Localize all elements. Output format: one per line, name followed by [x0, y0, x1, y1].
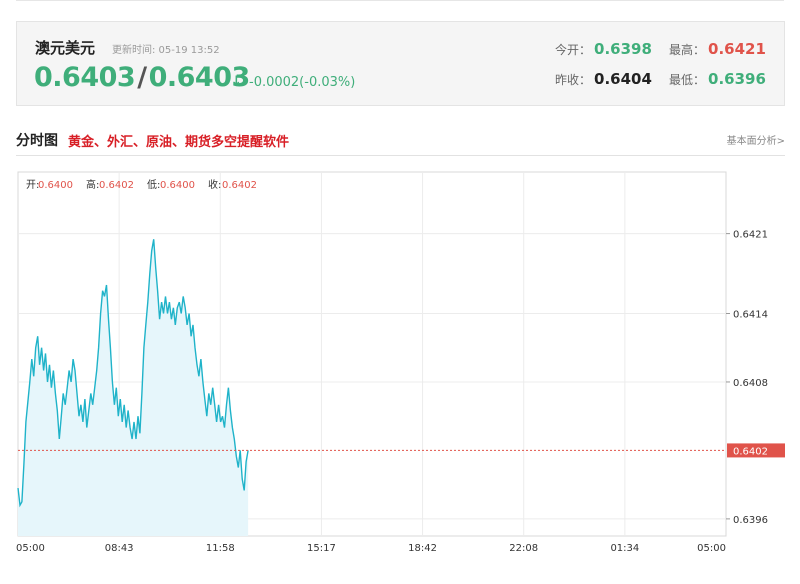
x-tick-label: 18:42	[408, 543, 437, 554]
down-arrow-icon: ↓	[231, 74, 242, 89]
bid-price: 0.6403	[34, 62, 136, 93]
promo-link[interactable]: 黄金、外汇、原油、期货多空提醒软件	[68, 135, 290, 150]
x-tick-label: 01:34	[610, 543, 639, 554]
ask-price: 0.6403	[148, 62, 251, 93]
open-value: 0.6398	[594, 40, 652, 58]
quote-panel: 澳元美元 更新时间: 05-19 13:52 0.6403/0.6403 ↓ -…	[16, 21, 785, 106]
x-tick-label: 05:00	[697, 543, 726, 554]
high-stat: 最高： 0.6421	[669, 40, 766, 58]
ohlc-low-value: 0.6400	[160, 180, 195, 191]
x-axis-ticks: 05:00 08:43 11:58 15:17 18:42 22:08 01:34 05:00	[16, 543, 726, 554]
ohlc-high-label: 高:	[86, 178, 99, 191]
ohlc-open-label: 开:	[26, 180, 39, 191]
x-tick-label: 11:58	[206, 543, 235, 554]
ohlc-close-value: 0.6402	[222, 180, 257, 191]
high-value: 0.6421	[708, 40, 766, 58]
low-value: 0.6396	[708, 70, 766, 88]
prev-close-stat: 昨收： 0.6404	[555, 70, 652, 88]
open-stat: 今开： 0.6398	[555, 40, 652, 58]
x-tick-label: 15:17	[307, 543, 336, 554]
plot-frame	[17, 171, 727, 537]
chart-grid	[17, 171, 727, 537]
top-divider	[16, 0, 784, 2]
fundamental-analysis-link[interactable]: 基本面分析>	[726, 136, 785, 147]
price-area-fill	[18, 239, 249, 537]
ohlc-low-label: 低:	[147, 178, 160, 191]
open-label: 今开：	[555, 43, 592, 57]
x-tick-label: 22:08	[509, 543, 538, 554]
y-axis-ticks: 0.6421 0.6414 0.6408 0.6396	[726, 230, 768, 526]
high-label: 最高：	[669, 43, 706, 57]
y-tick-label: 0.6396	[733, 515, 768, 526]
x-tick-label: 05:00	[16, 543, 45, 554]
y-tick-label: 0.6408	[733, 378, 768, 389]
price-pair: 0.6403/0.6403	[34, 62, 250, 93]
section-title: 分时图	[16, 133, 58, 149]
current-price-marker	[727, 443, 785, 458]
x-tick-label: 08:43	[105, 543, 134, 554]
price-separator: /	[137, 62, 147, 93]
prev-close-label: 昨收：	[555, 73, 592, 87]
y-tick-label: 0.6421	[733, 230, 768, 241]
price-change: -0.0002(-0.03%)	[249, 75, 356, 90]
ohlc-open-value: 0.6400	[38, 180, 73, 191]
low-label: 最低：	[669, 73, 706, 87]
y-tick-label: 0.6414	[733, 309, 768, 320]
ohlc-close-label: 收:	[208, 178, 221, 191]
current-price-label: 0.6402	[733, 446, 768, 457]
low-stat: 最低： 0.6396	[669, 70, 766, 88]
update-time: 更新时间: 05-19 13:52	[112, 45, 220, 56]
symbol-name: 澳元美元	[35, 39, 96, 57]
ohlc-readout: 开: 0.6400 高: 0.6402 低: 0.6400 收: 0.6402	[26, 178, 257, 191]
chart-section-header: 分时图 黄金、外汇、原油、期货多空提醒软件 基本面分析>	[16, 128, 785, 156]
ohlc-high-value: 0.6402	[99, 180, 134, 191]
prev-close-value: 0.6404	[594, 70, 652, 88]
price-line	[17, 239, 249, 508]
